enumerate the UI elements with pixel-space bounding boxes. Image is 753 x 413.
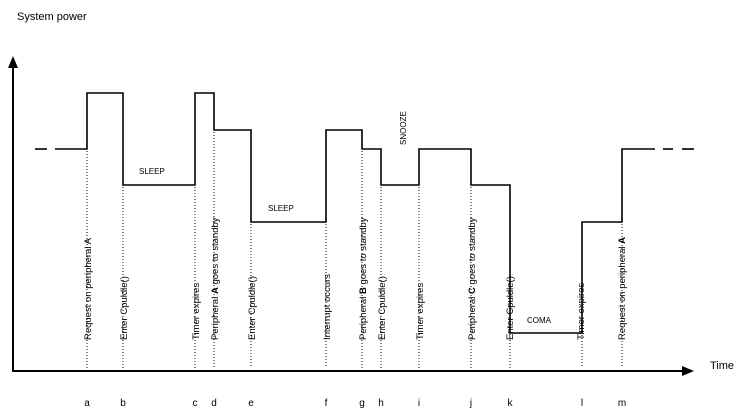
tick-label-a: a xyxy=(84,398,90,409)
y-axis-title: System power xyxy=(17,11,87,23)
tick-label-i: i xyxy=(418,398,420,409)
state-label-snooze: SNOOZE xyxy=(399,111,408,145)
tick-label-j: j xyxy=(469,398,472,409)
x-axis-title: Time xyxy=(710,360,734,372)
tick-label-g: g xyxy=(359,398,365,409)
tick-label-h: h xyxy=(378,398,384,409)
tick-label-l: l xyxy=(581,398,583,409)
state-label-sleep: SLEEP xyxy=(139,167,165,176)
event-label-b: Enter Cpuldle() xyxy=(119,276,130,340)
waveform-line xyxy=(55,92,655,334)
event-label-g: Peripheral B goes to standby xyxy=(358,217,369,340)
y-axis-arrow-icon xyxy=(8,56,18,68)
tick-label-m: m xyxy=(618,398,626,409)
tick-label-f: f xyxy=(325,398,328,409)
event-label-k: Enter Cpuldle() xyxy=(505,276,516,340)
state-label-sleep: SLEEP xyxy=(268,204,294,213)
event-label-f: Interrupt occurs xyxy=(322,274,333,340)
event-label-e: Enter Cpuldle() xyxy=(247,276,258,340)
event-label-c: Timer expires xyxy=(191,283,202,340)
event-label-m: Request on peripheral A xyxy=(617,237,628,340)
tick-label-d: d xyxy=(211,398,217,409)
tick-label-e: e xyxy=(248,398,254,409)
event-markers: Request on peripheral A a Enter Cpuldle() b… xyxy=(83,132,628,409)
tick-label-c: c xyxy=(193,398,198,409)
tick-label-k: k xyxy=(508,398,514,409)
event-label-i: Timer expires xyxy=(415,283,426,340)
state-label-coma: COMA xyxy=(527,316,552,325)
axes xyxy=(12,65,684,372)
event-label-j: Peripheral C goes to standby xyxy=(467,217,478,340)
event-label-h: Enter Cpuldle() xyxy=(377,276,388,340)
power-waveform xyxy=(35,92,694,334)
tick-label-b: b xyxy=(120,398,126,409)
event-label-d: Peripheral A goes to standby xyxy=(210,217,221,340)
x-axis-arrow-icon xyxy=(682,366,694,376)
event-label-a: Request on peripheral A xyxy=(83,237,94,340)
event-label-l: Timer expires xyxy=(576,283,587,340)
